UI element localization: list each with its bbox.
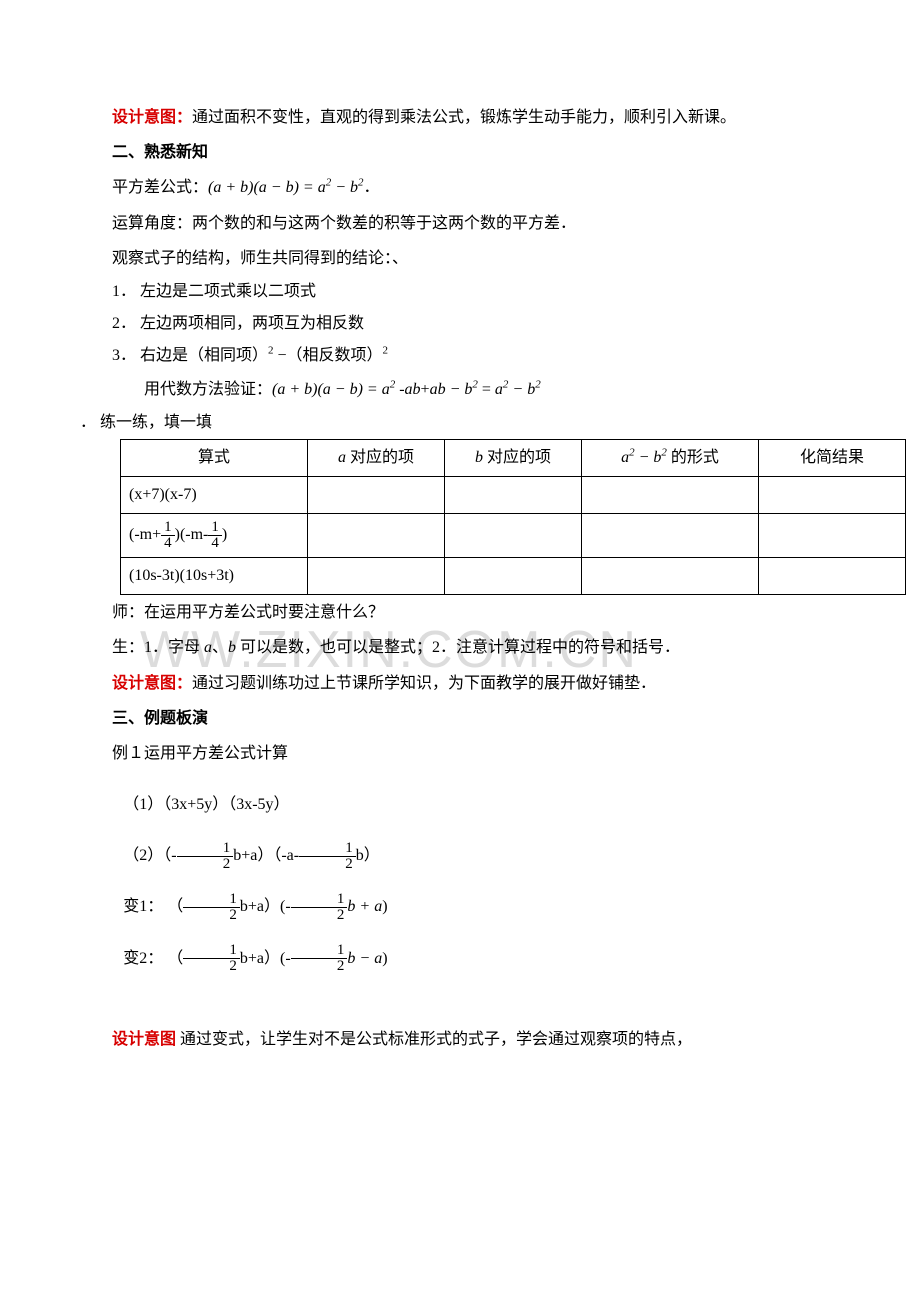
section-2-heading: 二、熟悉新知 — [80, 135, 840, 170]
formula-def-label: 平方差公式： — [112, 179, 208, 196]
example-title: 例１运用平方差公式计算 — [80, 736, 840, 771]
design-intent-label: 设计意图： — [112, 675, 192, 692]
table-row: (10s-3t)(10s+3t) — [121, 558, 906, 595]
cell-formula-2: (-m+14)(-m-14) — [121, 514, 308, 558]
design-intent-label: 设计意图 — [112, 1031, 176, 1048]
practice-label: ． 练一练，填一填 — [80, 407, 840, 439]
design-intent-3: 设计意图 通过变式，让学生对不是公式标准形式的式子，学会通过观察项的特点， — [80, 1022, 840, 1057]
ex-line-3: 变1： （12b+a）(-12b + a) — [80, 889, 840, 924]
para-observe: 观察式子的结构，师生共同得到的结论：、 — [80, 241, 840, 276]
ex-line-2: （2）（-12b+a）（-a-12b） — [80, 838, 840, 873]
th-form: a2 − b2 的形式 — [582, 440, 759, 477]
list-item-2: 2． 左边两项相同，两项互为相反数 — [80, 308, 840, 340]
th-result: 化简结果 — [759, 440, 906, 477]
th-a: a 对应的项 — [308, 440, 445, 477]
list-item-1: 1． 左边是二项式乘以二项式 — [80, 276, 840, 308]
para-operation: 运算角度：两个数的和与这两个数差的积等于这两个数的平方差． — [80, 206, 840, 241]
design-intent-1: 设计意图：通过面积不变性，直观的得到乘法公式，锻炼学生动手能力，顺利引入新课。 — [80, 100, 840, 135]
proof-label: 用代数方法验证： — [144, 381, 272, 398]
design-intent-text: 通过习题训练功过上节课所学知识，为下面教学的展开做好铺垫． — [192, 675, 656, 692]
proof-math: (a + b)(a − b) = a2 -ab+ab − b2 = a2 − b… — [272, 381, 541, 398]
list-item-3: 3． 右边是（相同项）2 −（相反数项）2 — [80, 340, 840, 372]
cell-formula-1: (x+7)(x-7) — [121, 477, 308, 514]
design-intent-label: 设计意图： — [112, 109, 192, 126]
proof-line: 用代数方法验证：(a + b)(a − b) = a2 -ab+ab − b2 … — [80, 372, 840, 407]
table-header-row: 算式 a 对应的项 b 对应的项 a2 − b2 的形式 化简结果 — [121, 440, 906, 477]
design-intent-text: 通过变式，让学生对不是公式标准形式的式子，学会通过观察项的特点， — [176, 1031, 692, 1048]
cell-formula-3: (10s-3t)(10s+3t) — [121, 558, 308, 595]
formula-def: 平方差公式：(a + b)(a − b) = a2 − b2． — [80, 170, 840, 205]
th-b: b 对应的项 — [445, 440, 582, 477]
student-a: 生：1．字母 a、b 可以是数，也可以是整式；2．注意计算过程中的符号和括号． — [80, 630, 840, 665]
section-3-heading: 三、例题板演 — [80, 701, 840, 736]
design-intent-2: 设计意图：通过习题训练功过上节课所学知识，为下面教学的展开做好铺垫． — [80, 666, 840, 701]
ex-line-4: 变2： （12b+a）(-12b − a) — [80, 941, 840, 976]
th-formula: 算式 — [121, 440, 308, 477]
table-row: (-m+14)(-m-14) — [121, 514, 906, 558]
practice-table: 算式 a 对应的项 b 对应的项 a2 − b2 的形式 化简结果 (x+7)(… — [120, 439, 906, 595]
teacher-q: 师：在运用平方差公式时要注意什么？ — [80, 595, 840, 630]
ex-line-1: （1）（3x+5y）（3x-5y） — [80, 787, 840, 822]
table-row: (x+7)(x-7) — [121, 477, 906, 514]
formula-def-math: (a + b)(a − b) = a2 − b2 — [208, 179, 364, 196]
design-intent-text: 通过面积不变性，直观的得到乘法公式，锻炼学生动手能力，顺利引入新课。 — [192, 109, 736, 126]
